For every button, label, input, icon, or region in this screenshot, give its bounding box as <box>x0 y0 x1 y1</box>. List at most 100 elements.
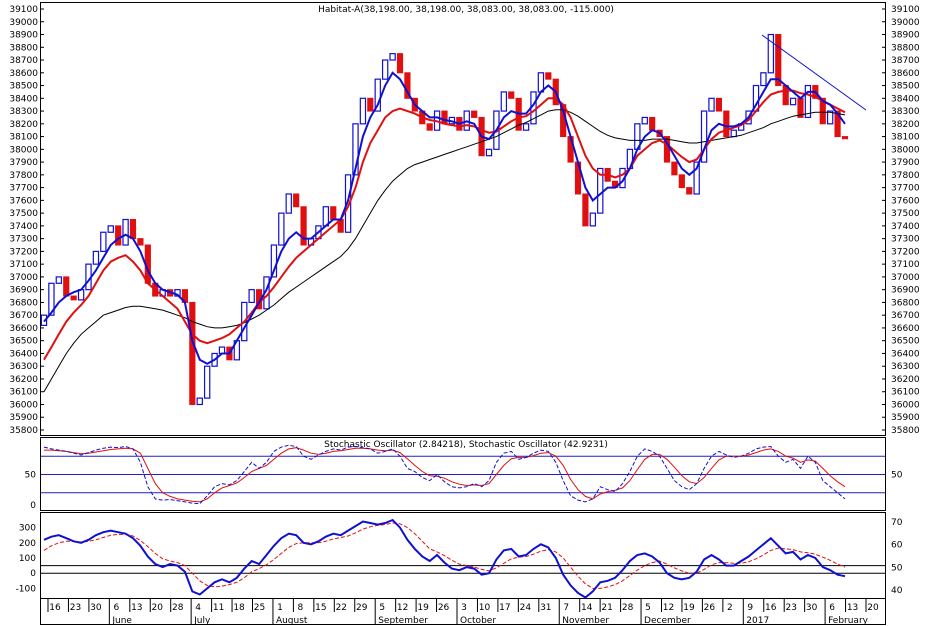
date-tick-label: 19 <box>417 603 429 613</box>
price-bar-up <box>700 110 708 163</box>
price-tick-right: 38300 <box>891 107 920 117</box>
stoch-panel-frame <box>40 437 886 511</box>
price-tick-right: 39100 <box>891 5 920 15</box>
price-tick-right: 36400 <box>891 349 920 359</box>
stoch-y-axis: 50 0 50 <box>25 455 903 511</box>
price-tick-left: 38000 <box>9 145 38 155</box>
date-tick-label: 19 <box>683 603 695 613</box>
osc-y-axis: 300 200 100 0 -100 70 60 50 40 <box>16 518 903 596</box>
price-tick-right: 36200 <box>891 375 920 385</box>
price-bar-up <box>196 397 203 406</box>
date-tick-label: 24 <box>520 603 532 613</box>
price-tick-left: 37100 <box>9 260 38 270</box>
price-bar-up <box>693 161 700 195</box>
price-tick-right: 36000 <box>891 400 920 410</box>
date-tick-label: 28 <box>172 603 184 613</box>
price-bar-down <box>471 110 478 118</box>
price-bar-up <box>92 250 100 265</box>
price-bar-down <box>671 161 678 176</box>
price-bar-up <box>708 97 715 112</box>
price-tick-left: 37800 <box>9 171 38 181</box>
price-tick-right: 36800 <box>891 298 920 308</box>
price-bar-up <box>352 123 359 176</box>
price-tick-left: 37000 <box>9 273 38 283</box>
osc-tick-left: 300 <box>19 524 36 534</box>
date-tick-label: 7 <box>563 603 569 613</box>
date-tick-label: 23 <box>785 603 796 613</box>
price-tick-left: 36200 <box>9 375 38 385</box>
price-tick-right: 38900 <box>891 31 920 41</box>
date-tick-label: 25 <box>254 603 265 613</box>
date-tick-label: 16 <box>49 603 61 613</box>
price-bar-up <box>48 282 55 316</box>
price-tick-left: 36800 <box>9 298 38 308</box>
date-tick-label: 13 <box>131 603 142 613</box>
price-bar-up <box>589 212 597 227</box>
x-axis-frame <box>40 598 886 625</box>
price-tick-left: 37900 <box>9 158 38 168</box>
price-tick-right: 38800 <box>891 43 920 53</box>
date-tick-label: 23 <box>70 603 81 613</box>
price-tick-left: 36300 <box>9 362 38 372</box>
price-tick-left: 36100 <box>9 388 38 398</box>
price-tick-left: 36700 <box>9 311 38 321</box>
price-bar-up <box>218 346 226 355</box>
date-tick-label: 5 <box>645 603 651 613</box>
date-tick-label: 22 <box>336 603 347 613</box>
price-tick-right: 36300 <box>891 362 920 372</box>
stoch-tick-left: 0 <box>30 501 36 511</box>
price-bar-down <box>582 193 589 227</box>
date-tick-label: 9 <box>747 603 753 613</box>
month-label: June <box>111 616 132 626</box>
osc-tick-right: 40 <box>891 586 903 596</box>
price-bar-down <box>678 174 685 189</box>
price-bar-up <box>826 110 834 125</box>
price-tick-left: 37500 <box>9 209 38 219</box>
price-bar-up <box>344 174 352 233</box>
price-tick-right: 37700 <box>891 184 920 194</box>
date-tick-label: 20 <box>867 603 879 613</box>
price-bar-down <box>396 53 404 74</box>
price-tick-left: 37300 <box>9 235 38 245</box>
month-label: December <box>644 616 691 626</box>
stoch-tick-right: 50 <box>891 471 903 481</box>
price-bar-down <box>115 225 122 246</box>
stoch-panel-title: Stochastic Oscillator (2.84218), Stochas… <box>324 440 608 450</box>
price-tick-left: 38800 <box>9 43 38 53</box>
price-tick-left: 35900 <box>9 413 38 423</box>
price-bar-up <box>55 276 63 284</box>
price-tick-right: 38500 <box>891 82 920 92</box>
price-bar-down <box>63 276 70 297</box>
price-bar-down <box>137 238 144 246</box>
osc-tick-left: -100 <box>16 584 37 594</box>
price-tick-right: 37300 <box>891 235 920 245</box>
price-bar-down <box>293 193 300 208</box>
price-bar-up <box>359 97 367 125</box>
price-chart-title: Habitat-A(38,198.00, 38,198.00, 38,083.0… <box>318 5 614 15</box>
osc-tick-left: 100 <box>19 554 36 564</box>
date-axis: 16 23 30 6 13 20 28 4 11 18 25 1 8 15 22 29 5 12 19 26 3 10 17… <box>47 599 879 626</box>
date-tick-label: 21 <box>601 603 612 613</box>
price-tick-right: 36100 <box>891 388 920 398</box>
date-tick-label: 20 <box>152 603 164 613</box>
date-tick-label: 13 <box>847 603 858 613</box>
price-bar-up <box>100 231 107 252</box>
price-tick-right: 37100 <box>891 260 920 270</box>
price-tick-left: 38200 <box>9 120 38 130</box>
price-bar-up <box>122 218 129 246</box>
price-tick-left: 38500 <box>9 82 38 92</box>
price-tick-left: 38600 <box>9 69 38 79</box>
month-label: February <box>828 616 869 626</box>
price-bar-up <box>374 78 381 112</box>
osc-tick-left: 0 <box>30 569 36 579</box>
price-tick-right: 35900 <box>891 413 920 423</box>
price-bar-down <box>834 110 841 138</box>
osc-tick-left: 200 <box>19 539 36 549</box>
price-bar-down <box>715 97 723 112</box>
price-bar-down <box>686 187 693 195</box>
price-bar-down <box>129 219 137 240</box>
price-bar-down <box>723 110 730 138</box>
price-tick-right: 38400 <box>891 94 920 104</box>
